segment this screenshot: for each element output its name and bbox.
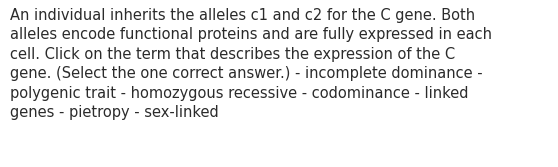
Text: An individual inherits the alleles c1 and c2 for the C gene. Both
alleles encode: An individual inherits the alleles c1 an… <box>10 8 492 120</box>
